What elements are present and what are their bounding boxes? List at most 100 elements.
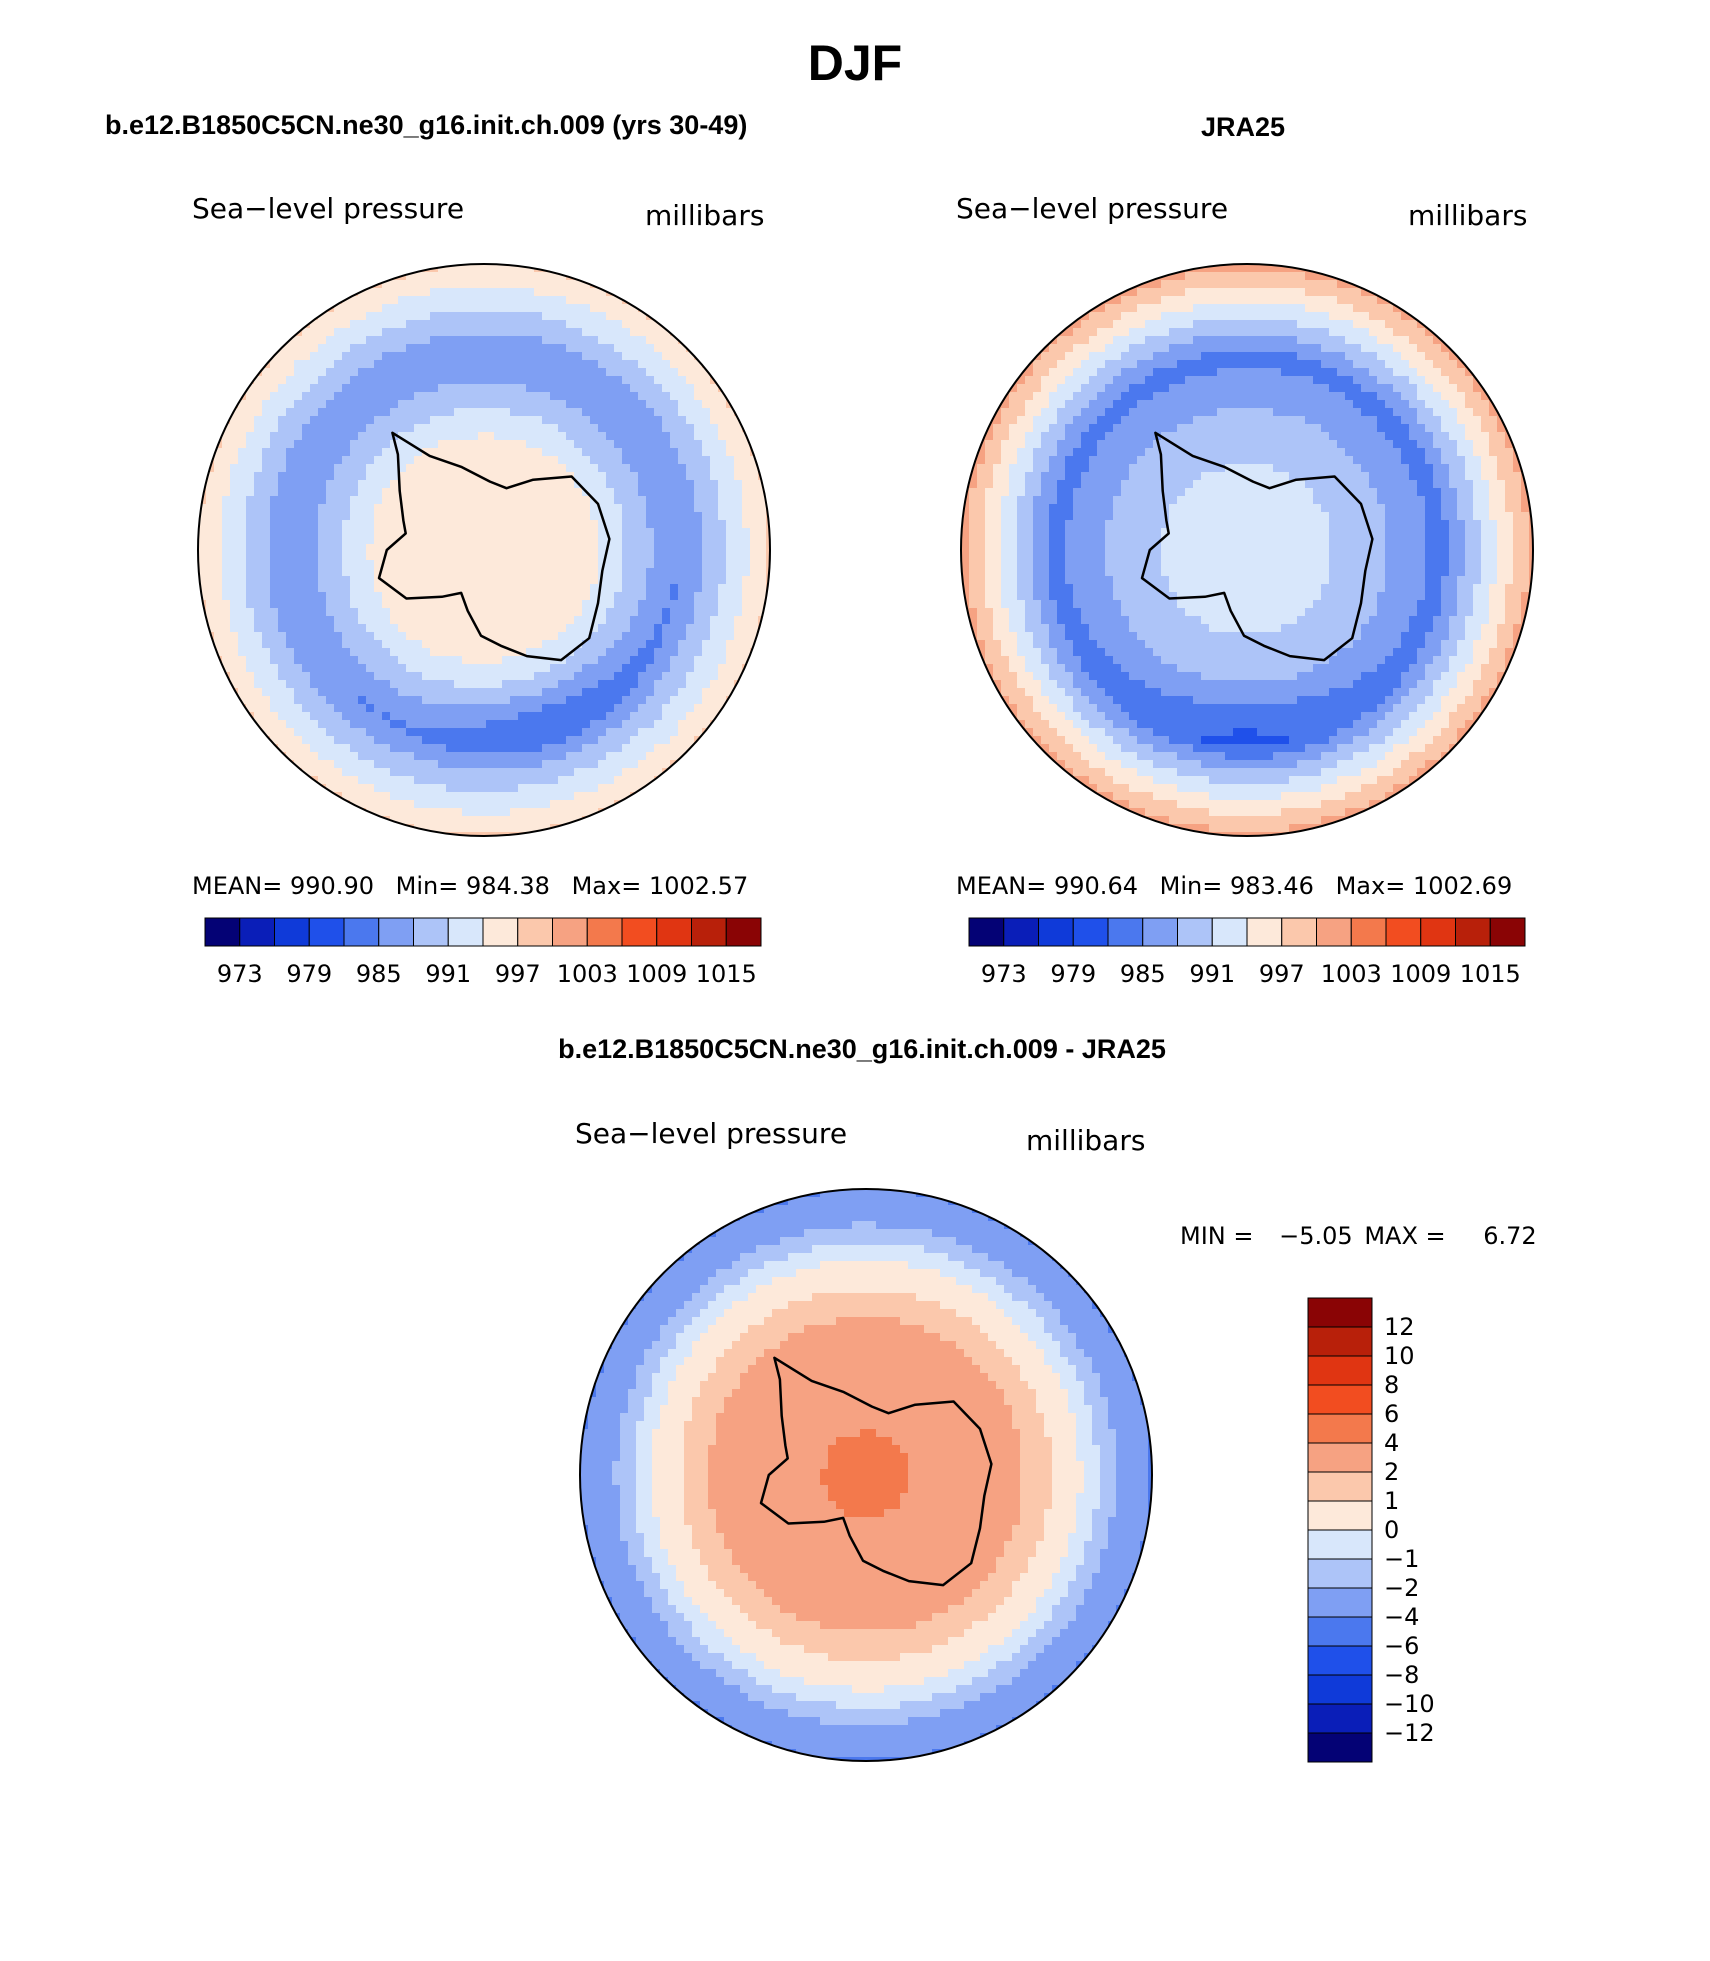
map0-field-cell: [470, 760, 479, 769]
map0-field-cell: [462, 736, 471, 745]
map0-field-cell: [606, 440, 615, 449]
map0-field-cell: [334, 704, 343, 713]
map0-field-cell: [286, 384, 295, 393]
map0-field-cell: [342, 416, 351, 425]
map0-field-cell: [286, 672, 295, 681]
map0-field-cell: [470, 544, 479, 553]
map0-field-cell: [750, 600, 759, 609]
map0-field-cell: [342, 312, 351, 321]
map0-field-cell: [558, 536, 567, 545]
map0-field-cell: [430, 280, 439, 289]
map0-field-cell: [422, 576, 431, 585]
map0-field-cell: [254, 400, 263, 409]
map0-field-cell: [422, 544, 431, 553]
map1-field-cell: [1433, 344, 1442, 353]
map0-field-cell: [494, 712, 503, 721]
map1-field-cell: [1345, 376, 1354, 385]
map1-field-cell: [1353, 392, 1362, 401]
map0-field-cell: [262, 376, 271, 385]
map0-field-cell: [366, 728, 375, 737]
map0-field-cell: [630, 488, 639, 497]
map0-field-cell: [470, 816, 479, 825]
map0-field-cell: [686, 528, 695, 537]
map0-field-cell: [742, 608, 751, 617]
map0-field-cell: [470, 520, 479, 529]
map0-field-cell: [710, 400, 719, 409]
map0-field-cell: [502, 568, 511, 577]
map0-field-cell: [566, 728, 575, 737]
map0-field-cell: [598, 416, 607, 425]
map0-field-cell: [678, 600, 687, 609]
map0-field-cell: [518, 608, 527, 617]
map0-field-cell: [278, 584, 287, 593]
map0-field-cell: [622, 448, 631, 457]
map0-field-cell: [414, 536, 423, 545]
map0-field-cell: [406, 760, 415, 769]
map0-field-cell: [342, 592, 351, 601]
map1-field-cell: [1137, 392, 1146, 401]
map0-field-cell: [494, 752, 503, 761]
map0-field-cell: [430, 296, 439, 305]
map1-field-cell: [1401, 368, 1410, 377]
map0-field-cell: [366, 336, 375, 345]
map0-field-cell: [502, 400, 511, 409]
map0-field-cell: [630, 448, 639, 457]
map0-field-cell: [534, 272, 543, 281]
model-left-label: Sea−level pressure: [192, 192, 464, 225]
map0-field-cell: [382, 448, 391, 457]
map0-field-cell: [286, 592, 295, 601]
map0-field-cell: [382, 336, 391, 345]
map1-field-cell: [1265, 328, 1274, 337]
map0-field-cell: [390, 536, 399, 545]
map0-field-cell: [414, 688, 423, 697]
map0-field-cell: [694, 632, 703, 641]
map0-field-cell: [286, 376, 295, 385]
map0-field-cell: [310, 744, 319, 753]
map0-field-cell: [294, 416, 303, 425]
map0-field-cell: [446, 600, 455, 609]
map0-field-cell: [630, 568, 639, 577]
map0-field-cell: [734, 640, 743, 649]
map0-field-cell: [582, 416, 591, 425]
map0-field-cell: [398, 576, 407, 585]
map0-field-cell: [566, 624, 575, 633]
map0-field-cell: [670, 536, 679, 545]
map0-field-cell: [494, 744, 503, 753]
map0-field-cell: [230, 512, 239, 521]
map0-field-cell: [334, 552, 343, 561]
map0-field-cell: [590, 376, 599, 385]
map0-field-cell: [422, 416, 431, 425]
map0-field-cell: [566, 360, 575, 369]
map0-field-cell: [342, 472, 351, 481]
map0-field-cell: [534, 528, 543, 537]
map0-field-cell: [654, 656, 663, 665]
map0-field-cell: [646, 776, 655, 785]
map0-field-cell: [262, 640, 271, 649]
map0-field-cell: [622, 416, 631, 425]
map0-field-cell: [326, 592, 335, 601]
map0-field-cell: [662, 752, 671, 761]
map0-field-cell: [598, 784, 607, 793]
map0-field-cell: [710, 408, 719, 417]
map0-field-cell: [342, 536, 351, 545]
map0-field-cell: [494, 648, 503, 657]
map0-field-cell: [702, 464, 711, 473]
map0-field-cell: [606, 576, 615, 585]
map0-field-cell: [358, 400, 367, 409]
map0-field-cell: [542, 384, 551, 393]
map0-field-cell: [710, 496, 719, 505]
map0-field-cell: [566, 688, 575, 697]
map0-field-cell: [334, 520, 343, 529]
map0-field-cell: [486, 776, 495, 785]
map1-field-cell: [1225, 392, 1234, 401]
map0-field-cell: [382, 328, 391, 337]
map0-field-cell: [726, 480, 735, 489]
map0-field-cell: [742, 480, 751, 489]
map0-field-cell: [414, 432, 423, 441]
map0-field-cell: [390, 608, 399, 617]
map0-field-cell: [662, 480, 671, 489]
map0-field-cell: [238, 592, 247, 601]
map1-field-cell: [1329, 376, 1338, 385]
map0-field-cell: [486, 704, 495, 713]
map0-field-cell: [598, 656, 607, 665]
